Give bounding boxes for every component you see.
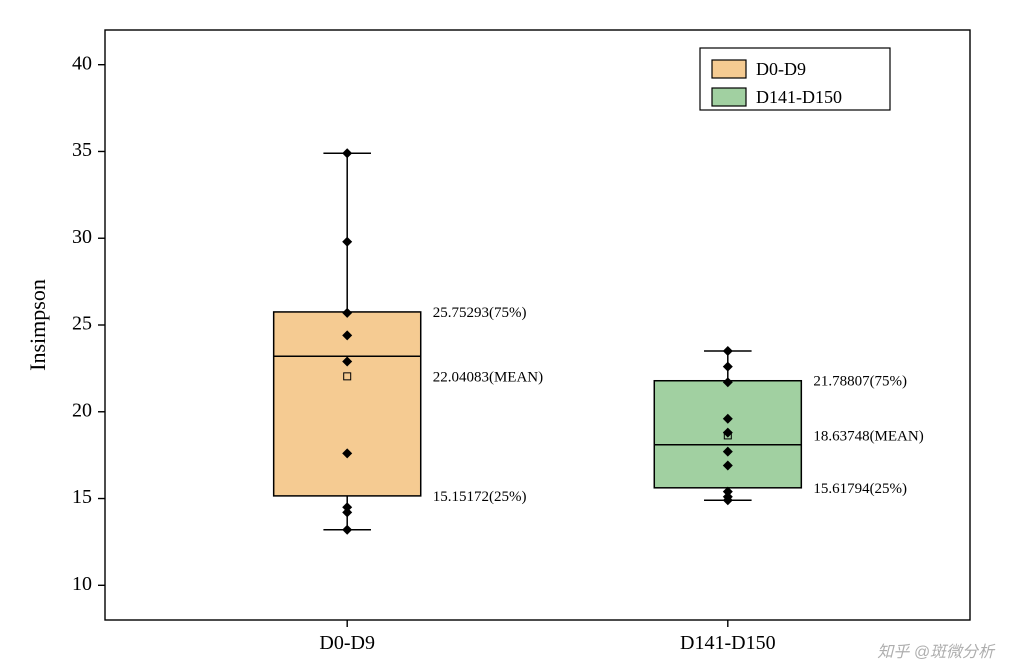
legend-label: D0-D9 — [756, 59, 806, 79]
box-annotation: 21.78807(75%) — [813, 374, 907, 390]
ytick-label: 10 — [72, 573, 92, 595]
legend: D0-D9 D141-D150 — [700, 48, 890, 110]
box-annotation: 25.75293(75%) — [433, 305, 527, 321]
ytick-label: 30 — [72, 226, 92, 248]
box-annotation: 22.04083(MEAN) — [433, 369, 543, 385]
legend-swatch — [712, 60, 746, 78]
box-annotation: 15.61794(25%) — [813, 481, 907, 497]
box-annotation: 15.15172(25%) — [433, 489, 527, 505]
ytick-label: 40 — [72, 52, 92, 74]
ytick-label: 20 — [72, 399, 92, 421]
xtick-label: D141-D150 — [680, 632, 776, 654]
legend-swatch — [712, 88, 746, 106]
legend-label: D141-D150 — [756, 87, 842, 107]
y-axis-label: Insimpson — [25, 279, 50, 371]
boxplot-chart: 10 15 20 25 30 35 40 Insimpson D0-D9 D141-D150 25.… — [0, 0, 1014, 670]
ytick-label: 15 — [72, 486, 92, 508]
ytick-label: 35 — [72, 139, 92, 161]
xtick-label: D0-D9 — [319, 632, 375, 654]
box-annotation: 18.63748(MEAN) — [813, 428, 923, 444]
ytick-label: 25 — [72, 313, 92, 335]
